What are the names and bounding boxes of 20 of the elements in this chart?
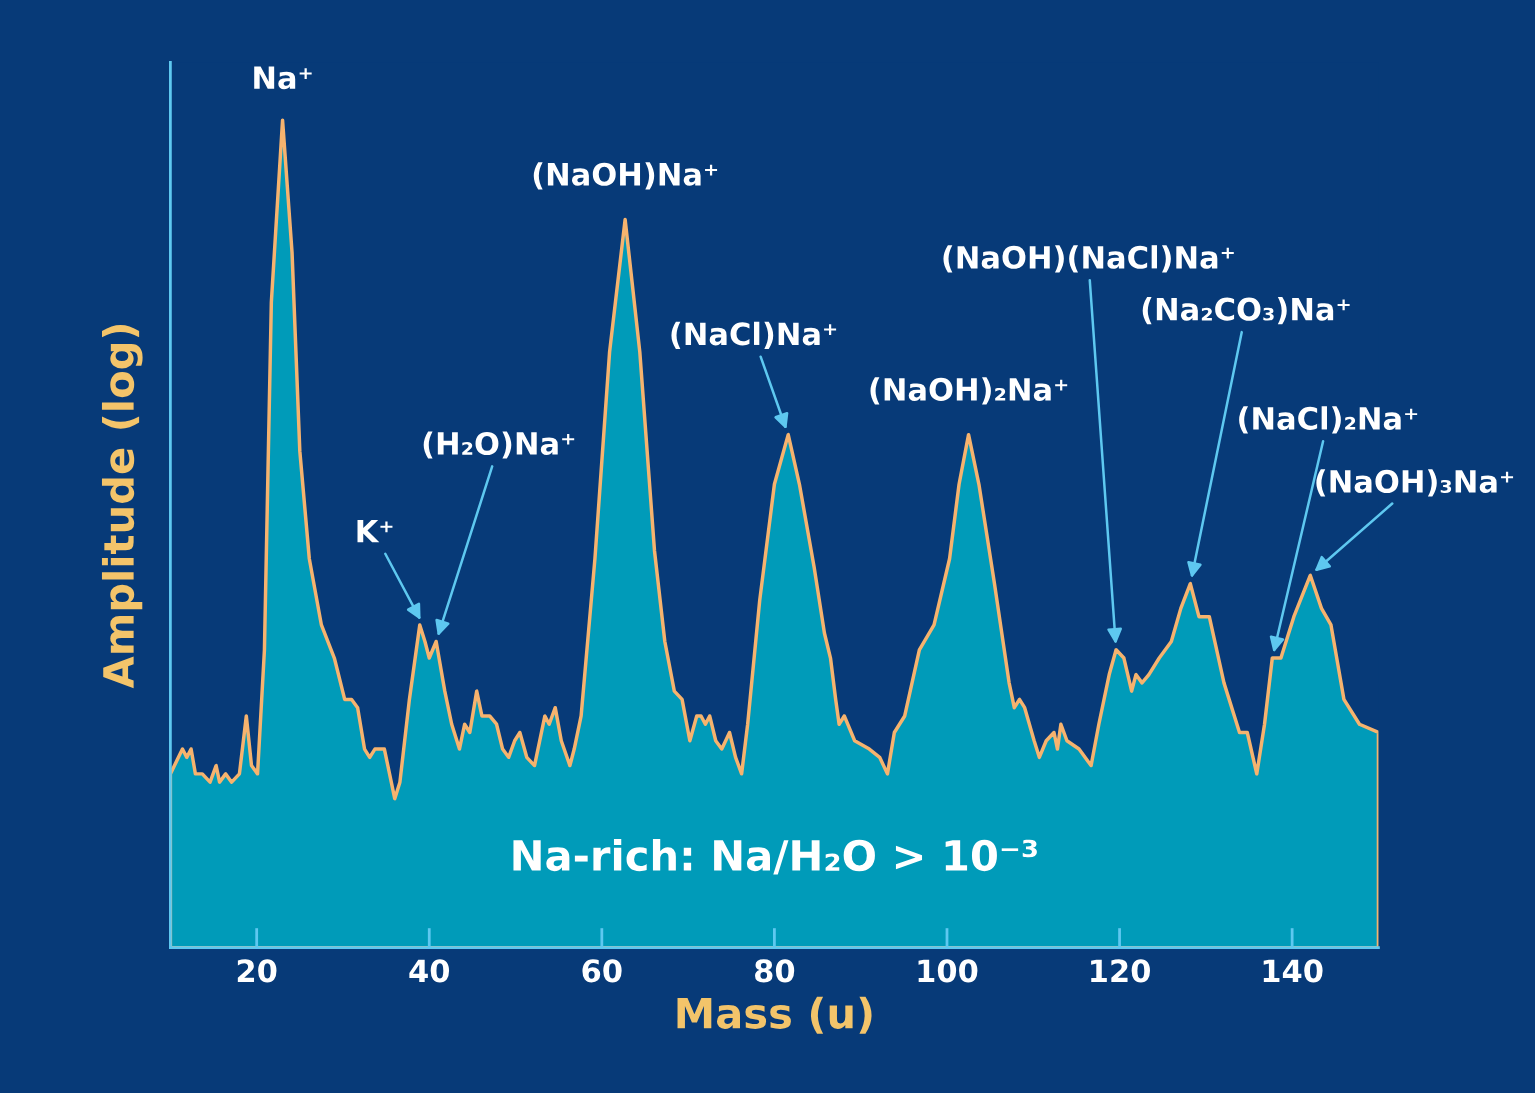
- x-tick-label: 60: [582, 959, 622, 983]
- annotation: (H₂O)Na⁺: [423, 431, 575, 459]
- annotation: (NaOH)₃Na⁺: [1316, 469, 1514, 497]
- annotation: (NaOH)₂Na⁺: [870, 377, 1068, 405]
- x-tick-label: 80: [755, 959, 795, 983]
- x-axis-title: Mass (u): [677, 996, 872, 1034]
- annotation: (NaOH)(NaCl)Na⁺: [943, 245, 1234, 273]
- annotation: (NaCl)₂Na⁺: [1239, 406, 1418, 434]
- annotation: (NaCl)Na⁺: [671, 321, 837, 349]
- x-tick-label: 140: [1263, 959, 1323, 983]
- x-tick-label: 20: [237, 959, 277, 983]
- annotation: (NaOH)Na⁺: [533, 162, 718, 190]
- x-tick-label: 120: [1091, 959, 1150, 983]
- annotation: Na-rich: Na/H₂O > 10⁻³: [513, 838, 1037, 875]
- annotation: K⁺: [357, 519, 393, 543]
- x-tick-label: 40: [409, 959, 450, 983]
- annotation: (Na₂CO₃)Na⁺: [1142, 297, 1350, 325]
- x-tick-label: 100: [918, 959, 978, 983]
- y-axis-title: Amplitude (log): [101, 325, 143, 689]
- annotation: Na⁺: [254, 66, 312, 90]
